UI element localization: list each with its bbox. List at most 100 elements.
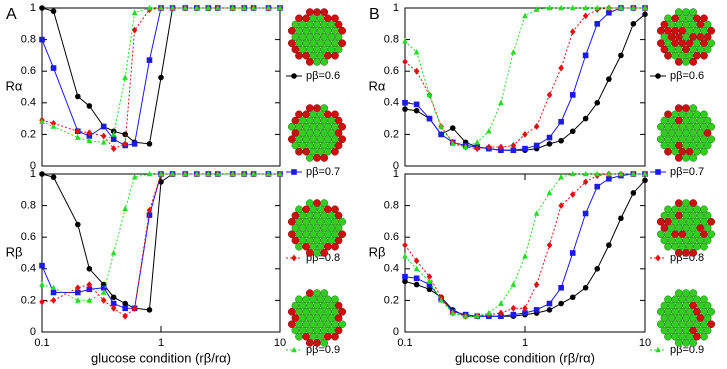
marker: [582, 178, 589, 186]
marker: [606, 76, 612, 82]
cell: [689, 236, 698, 245]
cell: [682, 199, 690, 207]
cell: [692, 332, 701, 341]
marker: [122, 300, 128, 307]
cell: [313, 58, 321, 66]
cell: [316, 122, 325, 131]
cell: [692, 14, 701, 23]
cell: [323, 135, 332, 144]
marker: [158, 170, 164, 177]
marker: [606, 175, 612, 182]
marker: [100, 139, 107, 145]
cell: [692, 110, 701, 119]
cell: [685, 39, 694, 48]
cell: [692, 242, 701, 251]
marker: [533, 6, 540, 12]
cell: [316, 307, 325, 316]
cell: [334, 301, 343, 310]
marker: [100, 297, 107, 304]
marker: [546, 141, 553, 147]
marker: [86, 103, 93, 109]
cell: [309, 230, 318, 239]
cell: [309, 14, 318, 23]
cell: [674, 58, 683, 66]
marker: [533, 210, 540, 216]
cell: [298, 236, 307, 245]
marker: [229, 170, 236, 177]
cell: [305, 129, 314, 137]
marker: [110, 300, 117, 307]
marker: [533, 307, 540, 313]
cell: [313, 301, 321, 310]
cell: [316, 320, 325, 329]
marker: [413, 101, 420, 108]
cell: [309, 26, 318, 35]
cell: [682, 154, 690, 162]
cell: [302, 217, 311, 226]
marker: [546, 189, 553, 196]
cell: [323, 320, 332, 329]
cell: [685, 332, 694, 341]
cell: [671, 135, 680, 144]
cell: [685, 122, 694, 131]
cell: [338, 217, 347, 226]
cell: [313, 45, 321, 54]
marker: [462, 312, 469, 319]
marker: [642, 11, 648, 18]
cell: [678, 39, 687, 48]
marker: [39, 171, 45, 177]
cell: [302, 135, 311, 144]
marker: [241, 4, 247, 11]
cell: [678, 122, 687, 131]
cell: [316, 230, 325, 239]
marker: [498, 143, 504, 151]
cell: [674, 154, 683, 162]
cell: [692, 217, 701, 226]
cell: [295, 110, 303, 119]
cell: [327, 211, 336, 220]
cell: [320, 314, 329, 322]
marker: [594, 266, 601, 272]
cell: [323, 332, 332, 341]
cell: [700, 39, 708, 48]
cell: [667, 224, 676, 232]
legend-label: pβ=0.7: [306, 166, 340, 178]
marker: [569, 4, 576, 11]
series-line: [41, 7, 280, 143]
cell: [295, 14, 303, 23]
y-tick-label: 0.8: [21, 200, 36, 212]
y-tick-label: 1: [393, 168, 399, 180]
cell: [291, 45, 300, 54]
cell: [313, 116, 321, 125]
cell: [664, 135, 672, 144]
marker: [122, 140, 128, 148]
legend-label: pβ=0.9: [670, 344, 704, 356]
y-tick-label: 0.2: [384, 294, 399, 306]
cell: [692, 320, 701, 329]
cell: [320, 224, 329, 232]
panel-label: A: [6, 6, 17, 23]
cell: [291, 20, 300, 29]
marker: [426, 286, 433, 293]
cell: [682, 236, 690, 245]
marker: [510, 281, 517, 287]
cell: [295, 332, 303, 341]
cell: [305, 249, 314, 257]
marker: [426, 278, 433, 284]
cell: [671, 205, 680, 214]
marker: [474, 139, 481, 145]
marker: [402, 58, 408, 66]
marker: [214, 170, 221, 177]
cell: [671, 230, 680, 239]
cell: [316, 217, 325, 226]
cell: [689, 289, 698, 297]
cell: [689, 314, 698, 322]
marker: [474, 312, 481, 319]
cell: [664, 332, 672, 341]
cell: [707, 122, 716, 131]
cell: [331, 122, 339, 131]
cell: [295, 26, 303, 35]
cell: [678, 135, 687, 144]
cell: [313, 326, 321, 335]
marker: [100, 289, 107, 295]
